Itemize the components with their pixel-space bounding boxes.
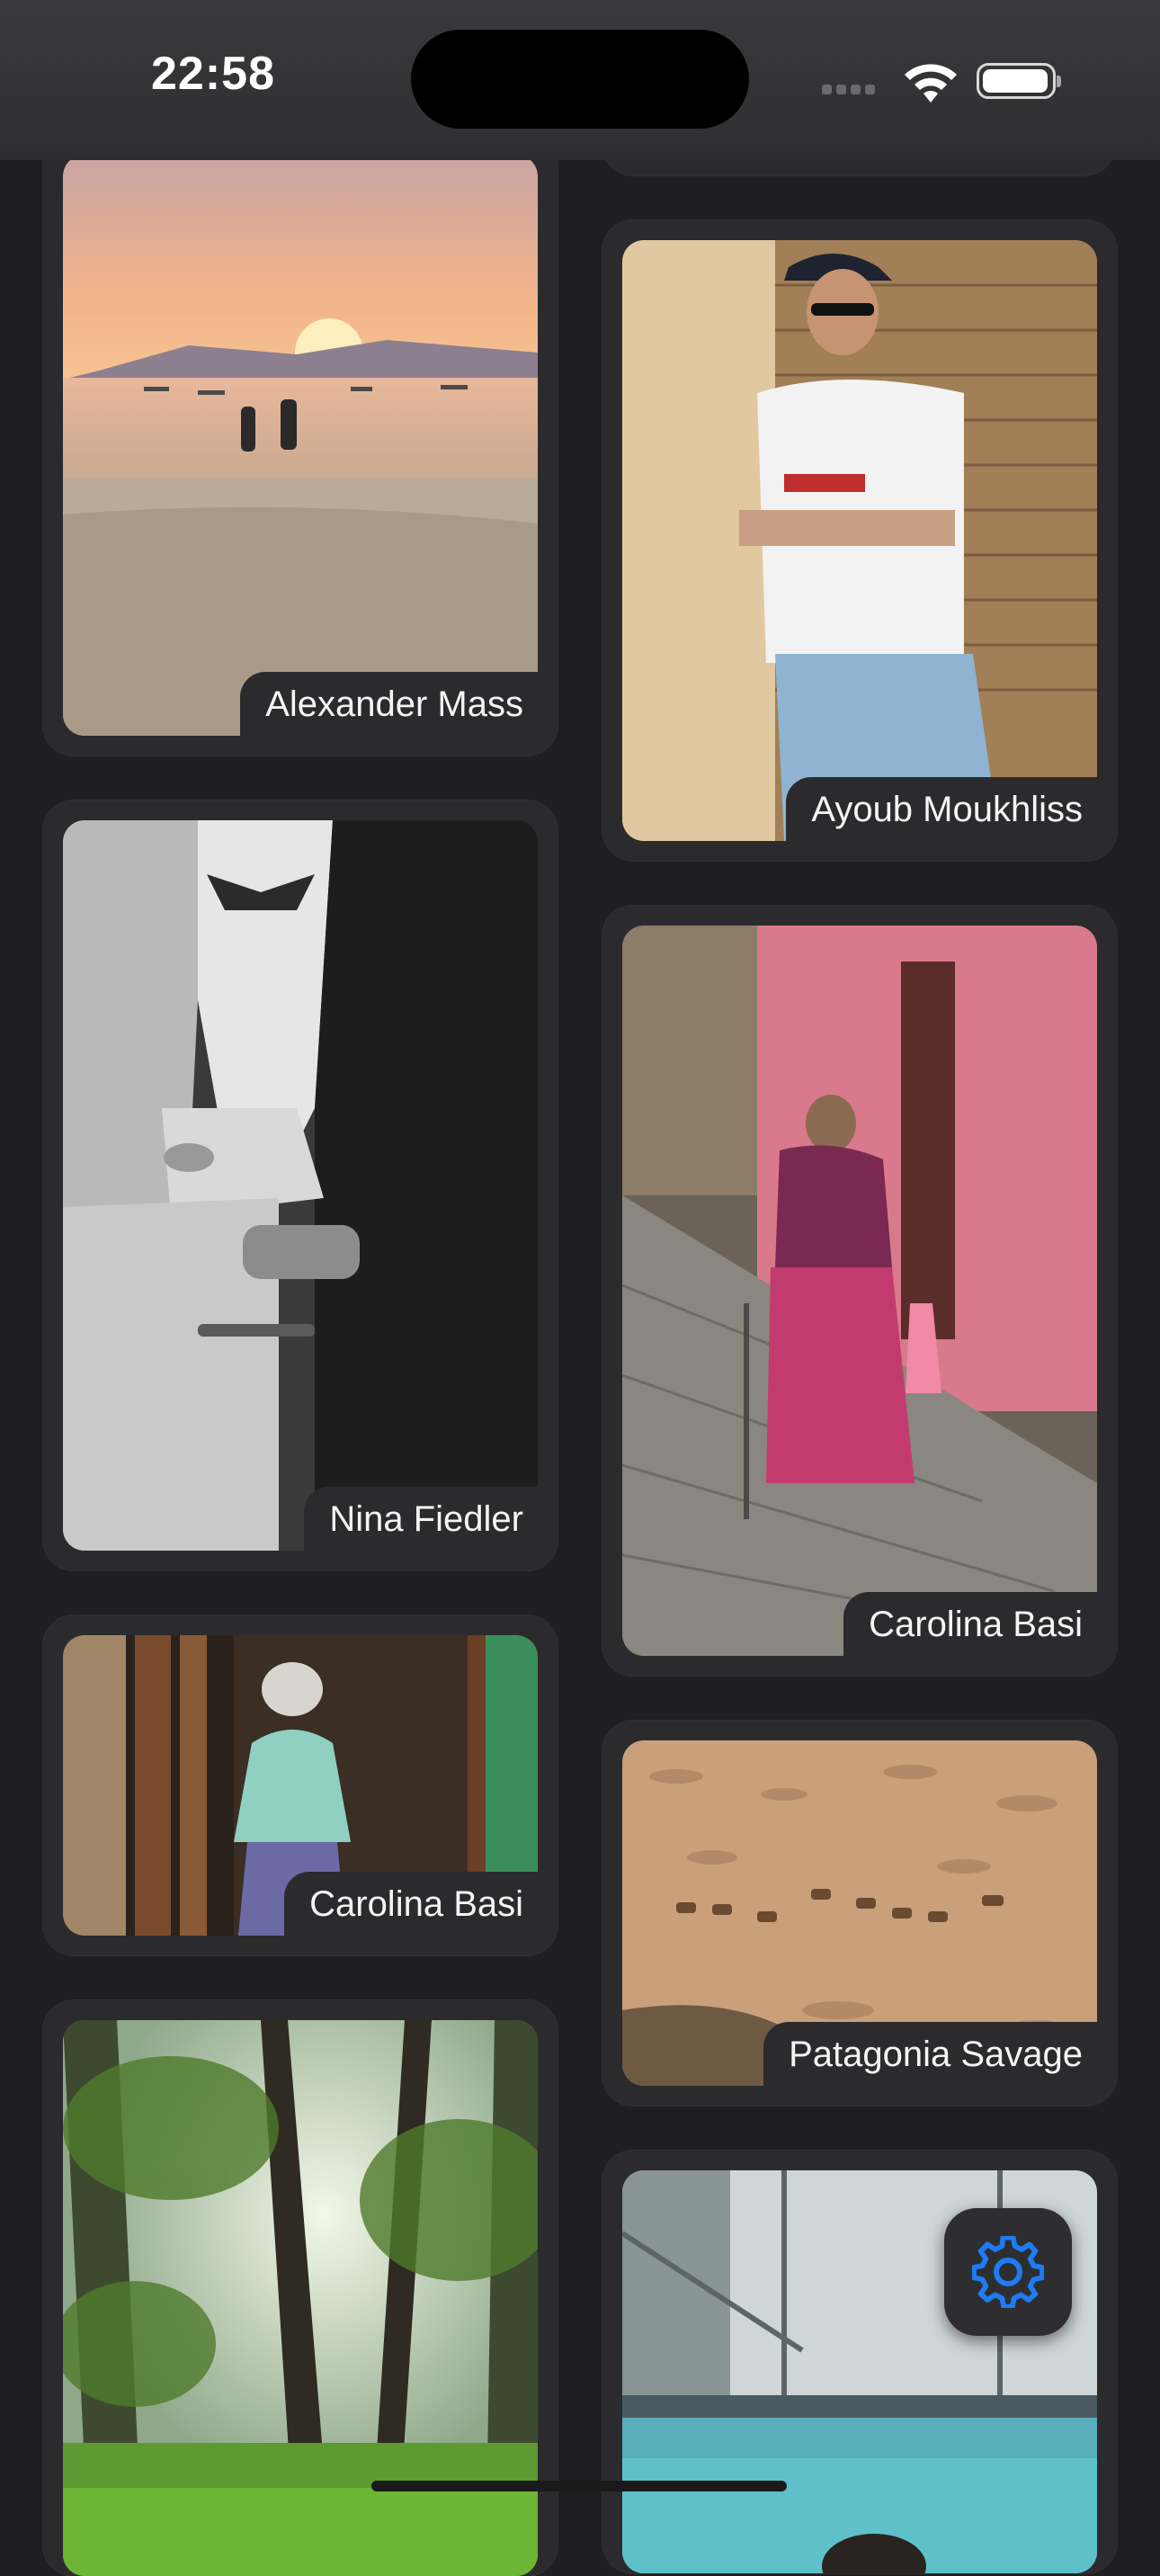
photographer-caption: Carolina Basi: [843, 1592, 1097, 1656]
photo-forest-trees: [63, 2020, 538, 2576]
status-bar: 22:58: [0, 0, 1160, 160]
photo-card[interactable]: Carolina Basi: [602, 906, 1117, 1676]
photographer-caption: Patagonia Savage: [763, 2022, 1097, 2086]
settings-button[interactable]: [944, 2208, 1072, 2336]
photo-card[interactable]: Carolina Basi: [43, 1615, 558, 1955]
photo-card[interactable]: Alexander Mass: [43, 135, 558, 756]
dynamic-island: [411, 30, 749, 129]
photo-street-style: [622, 240, 1097, 841]
wifi-icon: [905, 64, 957, 103]
gear-icon: [972, 2236, 1044, 2308]
photographer-caption: Nina Fiedler: [304, 1487, 538, 1551]
battery-icon: [977, 63, 1061, 99]
photographer-caption: Ayoub Moukhliss: [786, 777, 1097, 841]
photo-card[interactable]: Ayoub Moukhliss: [602, 220, 1117, 861]
photographer-caption: Alexander Mass: [240, 672, 538, 736]
photo-card[interactable]: Patagonia Savage: [602, 1721, 1117, 2106]
status-time: 22:58: [151, 48, 275, 100]
photographer-caption: Carolina Basi: [284, 1872, 538, 1936]
cellular-signal-icon: [822, 83, 879, 99]
photo-pink-street: [622, 926, 1097, 1656]
photo-card[interactable]: Nina Fiedler: [43, 801, 558, 1570]
photo-sunset-beach: [63, 155, 538, 736]
home-indicator[interactable]: [371, 2481, 787, 2491]
photo-suit-bw: [63, 820, 538, 1551]
